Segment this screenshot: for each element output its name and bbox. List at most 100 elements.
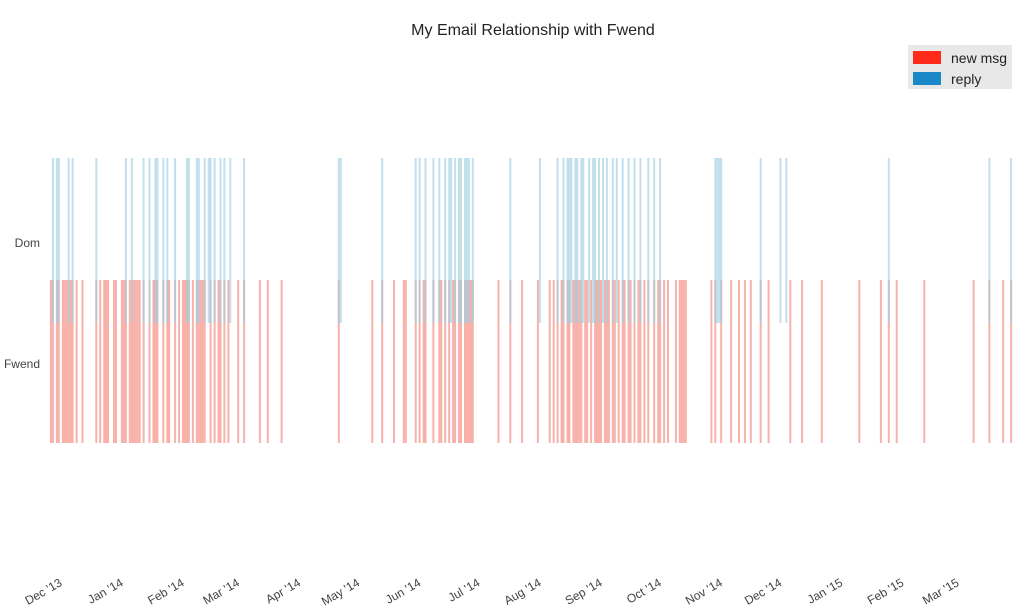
bar-new-msg-147 — [923, 280, 926, 443]
bar-reply-80 — [1010, 158, 1013, 323]
bar-new-msg-36 — [174, 280, 177, 443]
bar-new-msg-130 — [684, 280, 687, 443]
bar-reply-7 — [130, 158, 133, 323]
bar-reply-68 — [647, 158, 650, 323]
bar-new-msg-58 — [280, 280, 283, 443]
bar-new-msg-9 — [71, 280, 74, 443]
bar-new-msg-37 — [178, 280, 181, 443]
bar-reply-67 — [639, 158, 642, 323]
x-tick-label-5: May '14 — [319, 575, 362, 608]
bar-new-msg-41 — [187, 280, 190, 443]
bar-reply-2 — [57, 158, 60, 323]
bar-reply-17 — [195, 158, 198, 323]
x-tick-label-4: Apr '14 — [263, 575, 303, 606]
bar-new-msg-128 — [680, 280, 683, 443]
bar-reply-32 — [424, 158, 427, 323]
bar-reply-29 — [381, 158, 384, 323]
bar-new-msg-78 — [464, 280, 466, 443]
bar-reply-38 — [454, 158, 457, 323]
bar-reply-3 — [67, 158, 70, 323]
bar-new-msg-80 — [467, 280, 470, 443]
bar-new-msg-108 — [607, 280, 610, 443]
bar-reply-40 — [460, 158, 462, 323]
bar-new-msg-141 — [801, 280, 804, 443]
bar-new-msg-119 — [643, 280, 646, 443]
bar-new-msg-125 — [667, 280, 669, 443]
bar-new-msg-28 — [142, 280, 145, 443]
bar-reply-63 — [615, 158, 618, 323]
bar-new-msg-98 — [580, 280, 583, 443]
bar-reply-1 — [55, 158, 58, 323]
legend-swatch-new-msg — [913, 51, 941, 64]
bar-reply-15 — [186, 158, 188, 323]
bar-new-msg-39 — [184, 280, 186, 443]
bar-new-msg-121 — [653, 280, 656, 443]
legend-label-new-msg: new msg — [951, 50, 1007, 66]
legend: new msg reply — [908, 45, 1012, 89]
bar-reply-36 — [448, 158, 451, 323]
bar-reply-49 — [566, 158, 569, 323]
bar-new-msg-68 — [424, 280, 427, 443]
x-tick-label-2: Feb '14 — [145, 575, 187, 607]
bar-new-msg-103 — [596, 280, 598, 443]
bar-reply-35 — [444, 158, 447, 323]
bar-new-msg-133 — [720, 280, 723, 443]
bar-new-msg-40 — [186, 280, 188, 443]
bar-new-msg-87 — [548, 280, 551, 443]
bar-new-msg-143 — [858, 280, 861, 443]
bar-new-msg-3 — [57, 280, 60, 443]
bar-new-msg-46 — [201, 280, 204, 443]
bar-new-msg-74 — [452, 280, 455, 443]
bar-reply-73 — [718, 158, 721, 323]
bar-new-msg-61 — [381, 280, 384, 443]
x-tick-label-0: Dec '13 — [22, 575, 64, 607]
x-tick-label-10: Oct '14 — [624, 575, 664, 606]
bar-new-msg-7 — [67, 280, 70, 443]
bar-reply-58 — [594, 158, 597, 323]
bar-reply-30 — [414, 158, 417, 323]
bar-reply-41 — [464, 158, 466, 323]
bar-reply-33 — [432, 158, 435, 323]
bar-new-msg-31 — [154, 280, 157, 443]
bar-reply-70 — [659, 158, 662, 323]
bar-new-msg-117 — [637, 280, 640, 443]
bar-reply-28 — [339, 158, 342, 323]
bar-reply-8 — [142, 158, 145, 323]
bar-reply-26 — [243, 158, 246, 323]
bar-new-msg-20 — [122, 280, 125, 443]
bar-new-msg-83 — [497, 280, 500, 443]
bar-new-msg-65 — [414, 280, 417, 443]
bar-new-msg-0 — [49, 280, 52, 443]
bar-reply-71 — [714, 158, 717, 323]
bar-reply-11 — [156, 158, 159, 323]
bar-reply-27 — [337, 158, 340, 323]
legend-swatch-reply — [913, 72, 941, 85]
bar-new-msg-59 — [337, 280, 340, 443]
bar-new-msg-29 — [148, 280, 151, 443]
bar-reply-25 — [229, 158, 232, 323]
bar-new-msg-109 — [611, 280, 614, 443]
bar-new-msg-96 — [576, 280, 579, 443]
bar-new-msg-149 — [988, 280, 991, 443]
bar-new-msg-6 — [65, 280, 68, 443]
bar-new-msg-111 — [617, 280, 620, 443]
bar-new-msg-86 — [536, 280, 539, 443]
bar-new-msg-44 — [197, 280, 200, 443]
bar-new-msg-136 — [743, 280, 746, 443]
bar-new-msg-140 — [789, 280, 792, 443]
bar-new-msg-89 — [556, 280, 559, 443]
bar-new-msg-60 — [371, 280, 374, 443]
bars-layer — [49, 158, 1013, 443]
bar-new-msg-79 — [465, 280, 468, 443]
bar-reply-72 — [716, 158, 719, 323]
bar-reply-34 — [438, 158, 441, 323]
bar-new-msg-66 — [418, 280, 421, 443]
bar-reply-52 — [574, 158, 577, 323]
bar-reply-21 — [209, 158, 212, 323]
bar-new-msg-91 — [562, 280, 565, 443]
bar-new-msg-12 — [95, 280, 98, 443]
bar-new-msg-13 — [99, 280, 102, 443]
bar-new-msg-43 — [195, 280, 198, 443]
bar-new-msg-33 — [162, 280, 165, 443]
